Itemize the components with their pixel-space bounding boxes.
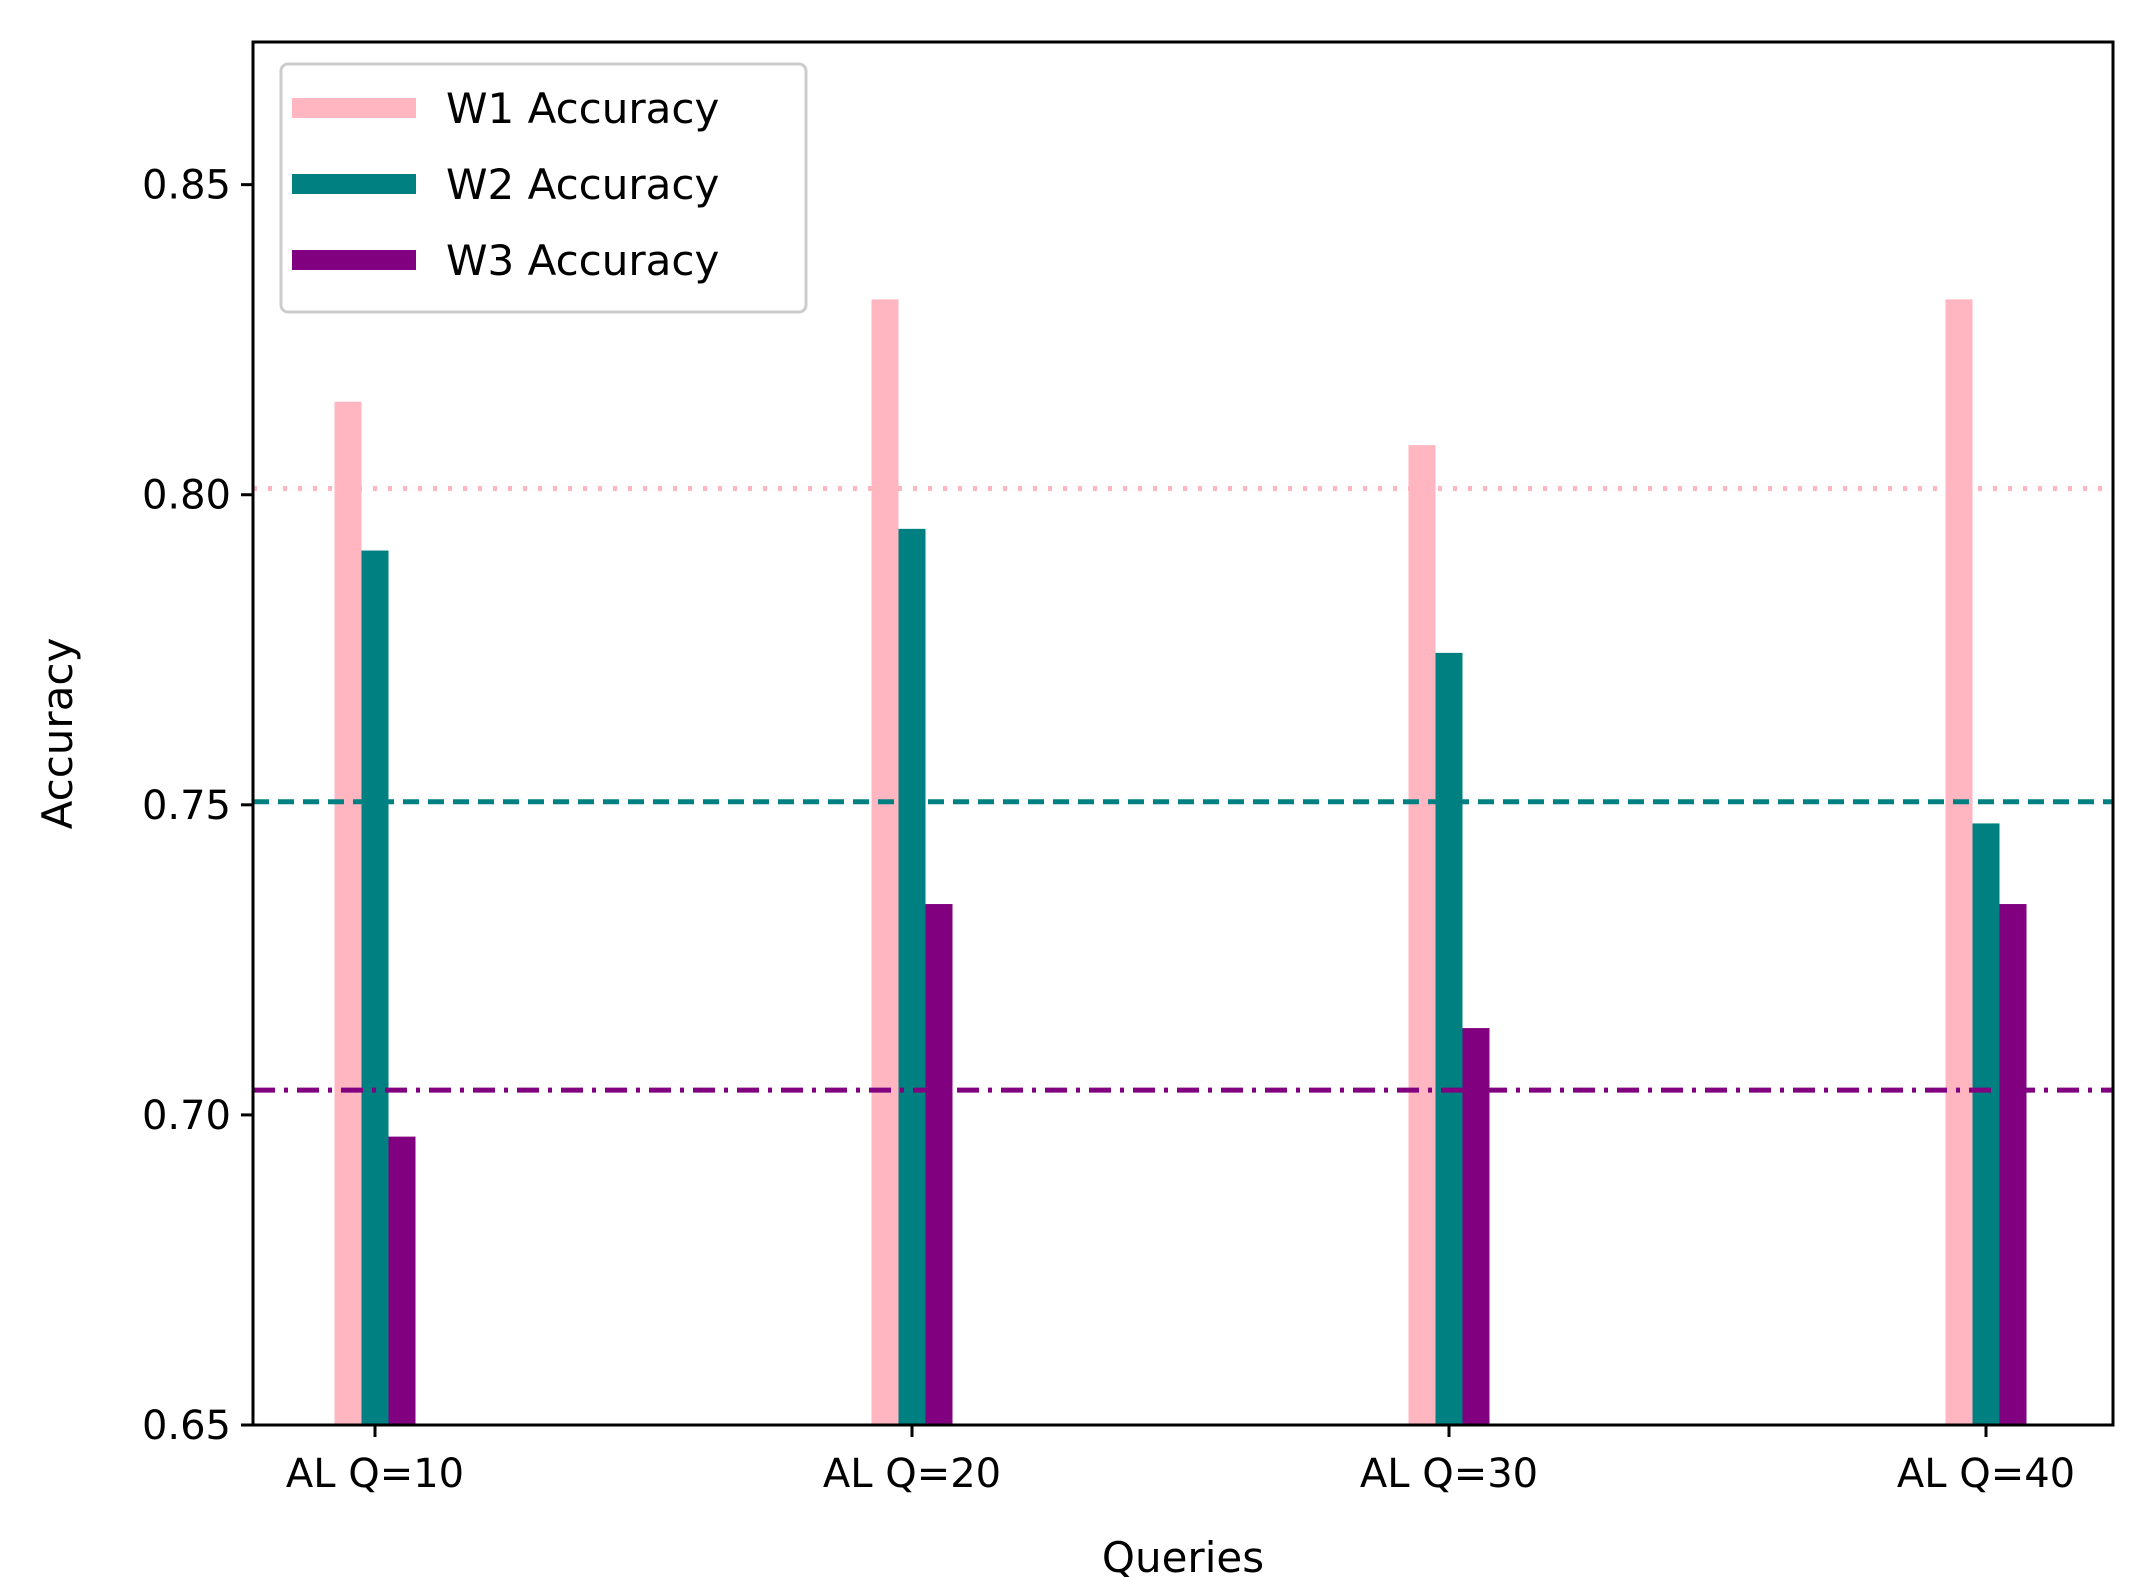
y-tick-label: 0.85 (142, 163, 231, 209)
y-tick-label: 0.70 (142, 1093, 231, 1139)
bar-3-4 (1999, 904, 2027, 1425)
x-tick-label: AL Q=40 (1897, 1451, 2075, 1497)
reference-lines (253, 486, 2113, 1093)
y-tick-label: 0.65 (142, 1403, 231, 1449)
legend-label: W2 Accuracy (446, 160, 719, 209)
legend-swatch (292, 250, 416, 270)
bar-1-3 (1408, 445, 1436, 1425)
bar-1-4 (1945, 299, 1973, 1425)
bar-2-2 (898, 528, 926, 1425)
plot-marks (334, 299, 2027, 1425)
y-axis-label: Accuracy (33, 638, 82, 830)
bar-3-3 (1462, 1028, 1490, 1425)
y-tick-label: 0.75 (142, 783, 231, 829)
bar-1-2 (871, 299, 899, 1425)
bar-3-1 (388, 1136, 416, 1425)
legend-swatch (292, 98, 416, 118)
legend-label: W3 Accuracy (446, 236, 719, 285)
bar-2-3 (1435, 652, 1463, 1425)
y-tick-label: 0.80 (142, 473, 231, 519)
bar-2-1 (361, 550, 389, 1425)
legend: W1 Accuracy W2 Accuracy W3 Accuracy (279, 62, 808, 314)
x-tick-label: AL Q=20 (823, 1451, 1001, 1497)
plot-frame (251, 40, 2115, 1427)
axes: 0.65 0.70 0.75 0.80 0.85 AL Q=10 AL Q=20 AL Q=3… (142, 163, 2075, 1497)
bar-3-2 (925, 904, 953, 1425)
x-tick-label: AL Q=10 (286, 1451, 464, 1497)
legend-label: W1 Accuracy (446, 84, 719, 133)
bar-1-1 (334, 401, 362, 1425)
x-tick-label: AL Q=30 (1360, 1451, 1538, 1497)
legend-swatch (292, 174, 416, 194)
bar-2-4 (1972, 823, 2000, 1425)
x-axis-label: Queries (1102, 1533, 1264, 1577)
